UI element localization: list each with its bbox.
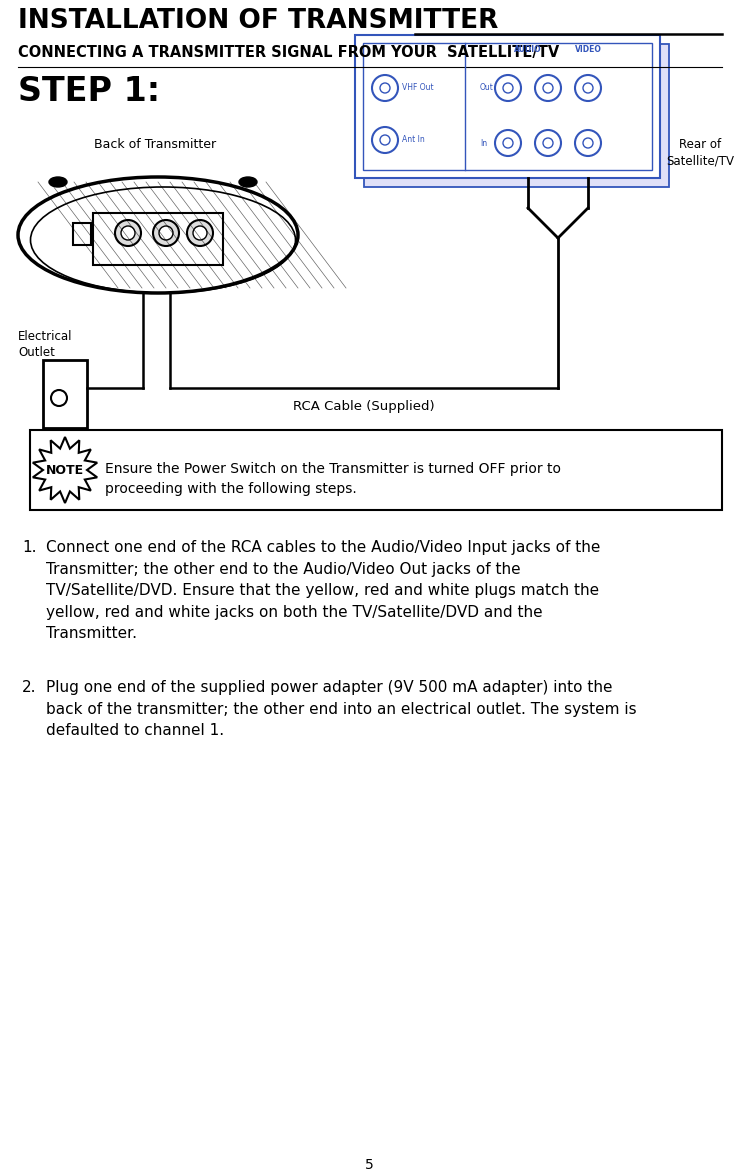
Ellipse shape bbox=[239, 177, 257, 187]
FancyBboxPatch shape bbox=[43, 360, 87, 429]
Text: VHF Out: VHF Out bbox=[402, 83, 434, 93]
FancyBboxPatch shape bbox=[73, 223, 91, 245]
Text: CONNECTING A TRANSMITTER SIGNAL FROM YOUR  SATELLITE/TV: CONNECTING A TRANSMITTER SIGNAL FROM YOU… bbox=[18, 45, 559, 60]
FancyBboxPatch shape bbox=[363, 43, 652, 170]
Text: 5: 5 bbox=[365, 1158, 374, 1172]
Circle shape bbox=[159, 227, 173, 239]
Text: Electrical
Outlet: Electrical Outlet bbox=[18, 330, 72, 359]
Text: Plug one end of the supplied power adapter (9V 500 mA adapter) into the
back of : Plug one end of the supplied power adapt… bbox=[46, 680, 636, 738]
Text: Ensure the Power Switch on the Transmitter is turned OFF prior to
proceeding wit: Ensure the Power Switch on the Transmitt… bbox=[105, 463, 561, 495]
Text: RCA Cable (Supplied): RCA Cable (Supplied) bbox=[293, 400, 435, 413]
Text: 2.: 2. bbox=[22, 680, 36, 695]
Text: Rear of
Satellite/TV: Rear of Satellite/TV bbox=[666, 139, 734, 167]
Text: VIDEO: VIDEO bbox=[574, 45, 602, 54]
Text: NOTE: NOTE bbox=[46, 464, 84, 477]
Text: AUDIO: AUDIO bbox=[514, 45, 542, 54]
Circle shape bbox=[193, 227, 207, 239]
FancyBboxPatch shape bbox=[364, 43, 669, 187]
Circle shape bbox=[187, 220, 213, 247]
Ellipse shape bbox=[49, 177, 67, 187]
Text: STEP 1:: STEP 1: bbox=[18, 75, 160, 108]
Text: Out: Out bbox=[480, 83, 494, 93]
Text: Connect one end of the RCA cables to the Audio/Video Input jacks of the
Transmit: Connect one end of the RCA cables to the… bbox=[46, 540, 600, 641]
Circle shape bbox=[153, 220, 179, 247]
FancyBboxPatch shape bbox=[93, 212, 223, 265]
Polygon shape bbox=[33, 437, 97, 502]
FancyBboxPatch shape bbox=[30, 430, 722, 510]
Text: INSTALLATION OF TRANSMITTER: INSTALLATION OF TRANSMITTER bbox=[18, 8, 498, 34]
FancyBboxPatch shape bbox=[355, 35, 660, 178]
Text: Ant In: Ant In bbox=[402, 135, 425, 144]
Text: 1.: 1. bbox=[22, 540, 36, 555]
Text: In: In bbox=[480, 139, 487, 148]
Text: Back of Transmitter: Back of Transmitter bbox=[94, 139, 216, 151]
Circle shape bbox=[115, 220, 141, 247]
Ellipse shape bbox=[18, 177, 298, 294]
Circle shape bbox=[121, 227, 135, 239]
